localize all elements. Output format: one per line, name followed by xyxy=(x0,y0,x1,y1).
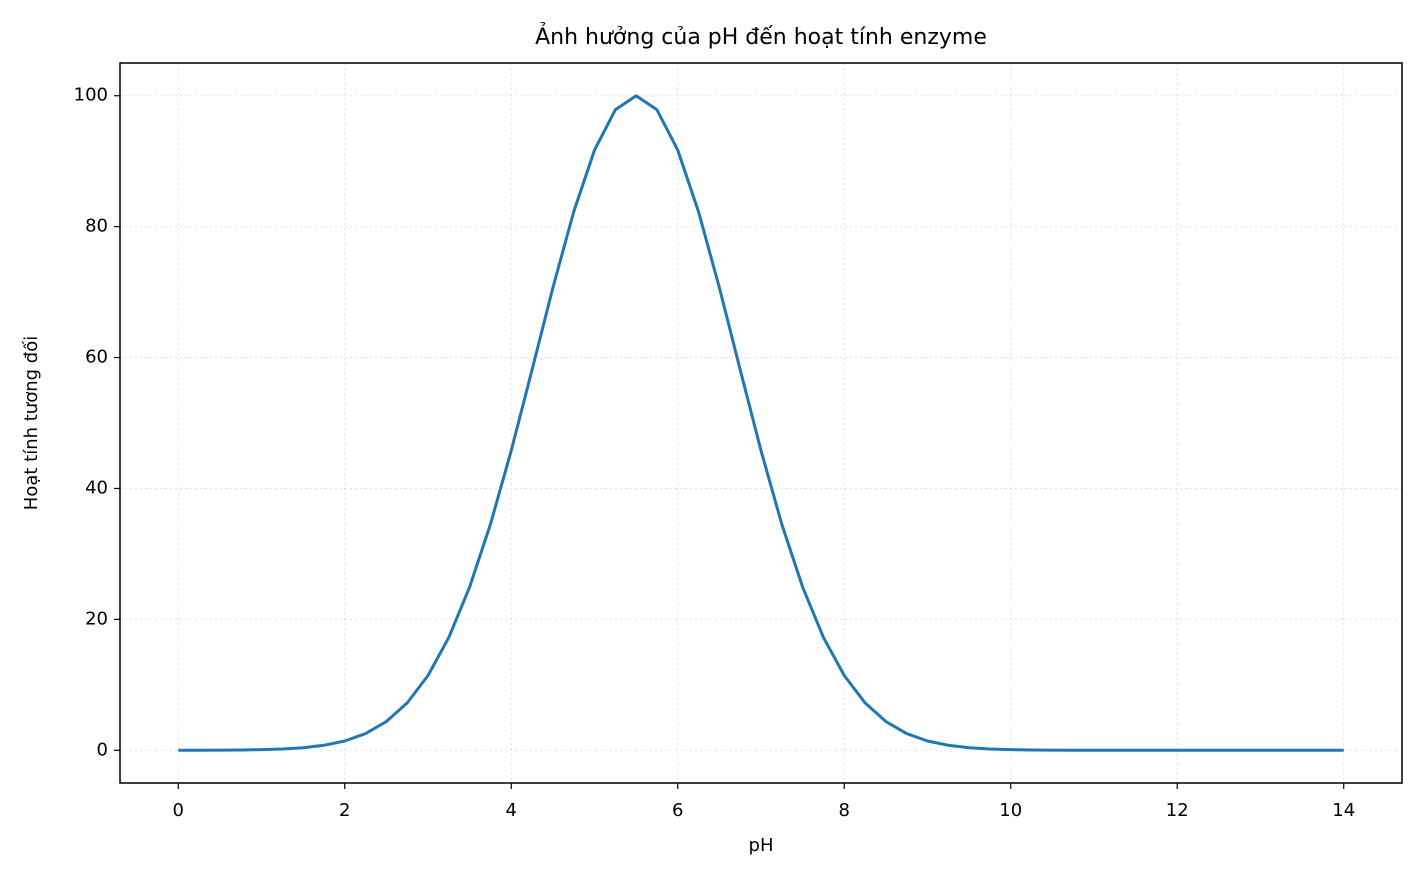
plot-frame xyxy=(119,62,1403,784)
x-tick-label: 10 xyxy=(999,800,1022,821)
x-tick-label: 14 xyxy=(1332,800,1355,821)
y-tick-label: 60 xyxy=(85,347,108,368)
x-tick-label: 4 xyxy=(506,800,517,821)
x-tick-label: 8 xyxy=(839,800,850,821)
x-axis-label: pH xyxy=(749,835,774,856)
y-tick-label: 80 xyxy=(85,216,108,237)
line-series xyxy=(178,94,1344,752)
y-tick-label: 0 xyxy=(97,739,108,760)
x-tick-label: 0 xyxy=(173,800,184,821)
x-tick-label: 12 xyxy=(1166,800,1189,821)
y-axis-label: Hoạt tính tương đối xyxy=(21,336,42,510)
y-tick-label: 40 xyxy=(85,477,108,498)
x-tick-label: 2 xyxy=(339,800,350,821)
y-tick-label: 20 xyxy=(85,608,108,629)
chart-title: Ảnh hưởng của pH đến hoạt tính enzyme xyxy=(535,23,987,50)
y-tick-label: 100 xyxy=(74,85,108,106)
x-tick-label: 6 xyxy=(672,800,683,821)
